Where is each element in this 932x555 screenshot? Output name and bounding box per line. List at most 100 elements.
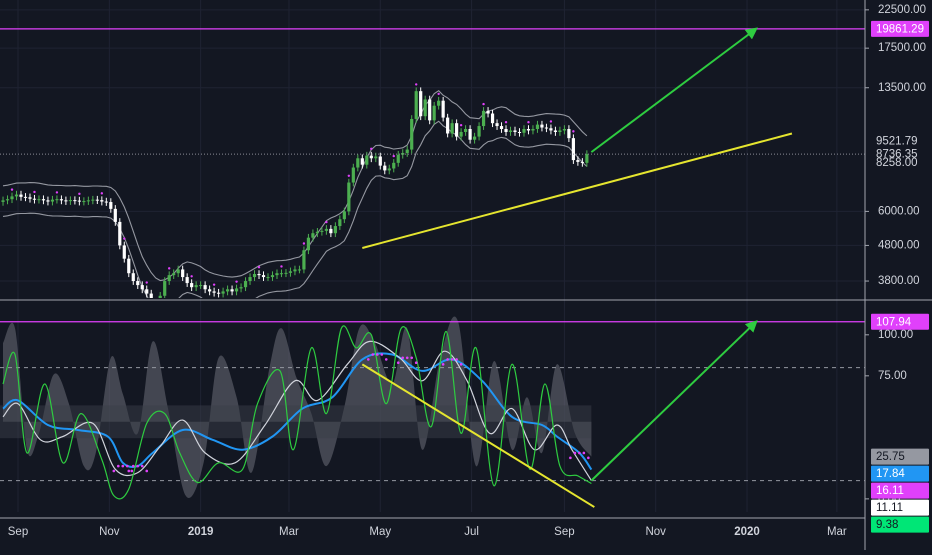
candle[interactable] <box>576 156 580 166</box>
candle[interactable] <box>167 267 171 285</box>
candle[interactable] <box>329 225 333 238</box>
candle[interactable] <box>504 121 508 136</box>
candle[interactable] <box>356 154 360 172</box>
candle[interactable] <box>405 145 409 157</box>
candle[interactable] <box>28 193 32 203</box>
candle[interactable] <box>455 119 459 141</box>
candle[interactable] <box>23 193 28 202</box>
candle[interactable] <box>216 288 221 298</box>
candle[interactable] <box>360 154 364 169</box>
candle[interactable] <box>239 283 243 293</box>
candle[interactable] <box>450 119 454 138</box>
candle[interactable] <box>477 122 481 141</box>
candle[interactable] <box>369 147 373 163</box>
candle[interactable] <box>55 191 59 204</box>
candle[interactable] <box>203 281 207 294</box>
candle[interactable] <box>333 222 337 238</box>
candle[interactable] <box>5 195 10 205</box>
candle[interactable] <box>145 281 149 298</box>
candle[interactable] <box>104 197 108 206</box>
candle[interactable] <box>306 233 311 255</box>
candle[interactable] <box>86 196 90 205</box>
candle[interactable] <box>320 227 324 236</box>
candle[interactable] <box>221 287 225 298</box>
candle[interactable] <box>32 190 37 204</box>
candle[interactable] <box>113 205 117 226</box>
candle[interactable] <box>14 190 19 201</box>
candle[interactable] <box>73 196 77 205</box>
candle[interactable] <box>365 151 369 169</box>
candle[interactable] <box>199 281 203 289</box>
candle[interactable] <box>46 196 50 206</box>
candle[interactable] <box>464 125 468 136</box>
candle[interactable] <box>459 124 463 141</box>
price-pane[interactable] <box>0 27 865 311</box>
candle[interactable] <box>562 125 567 135</box>
candle[interactable] <box>212 283 216 297</box>
candle[interactable] <box>293 265 297 276</box>
candle[interactable] <box>347 174 351 216</box>
candle[interactable] <box>225 285 230 296</box>
candle[interactable] <box>553 126 558 136</box>
candle[interactable] <box>508 126 513 136</box>
candle[interactable] <box>490 109 495 128</box>
candle[interactable] <box>275 269 279 279</box>
candle[interactable] <box>481 102 486 130</box>
candle[interactable] <box>468 125 472 144</box>
candle[interactable] <box>387 164 391 175</box>
candle[interactable] <box>472 132 477 144</box>
candle[interactable] <box>185 273 189 287</box>
candle[interactable] <box>284 269 288 278</box>
candle[interactable] <box>396 150 400 167</box>
candle[interactable] <box>64 196 68 205</box>
candle[interactable] <box>59 195 64 205</box>
candle[interactable] <box>517 128 522 137</box>
candle[interactable] <box>535 120 540 133</box>
oscillator-pane[interactable] <box>0 316 865 508</box>
candle[interactable] <box>118 218 122 250</box>
candle[interactable] <box>544 123 549 133</box>
target-arrow[interactable] <box>590 27 758 153</box>
candle[interactable] <box>288 267 293 277</box>
candle[interactable] <box>68 196 72 205</box>
candle[interactable] <box>50 195 55 206</box>
candle[interactable] <box>91 195 95 205</box>
candle[interactable] <box>351 163 355 187</box>
candle[interactable] <box>297 265 302 274</box>
candle[interactable] <box>279 265 284 278</box>
candle[interactable] <box>446 113 450 138</box>
candle[interactable] <box>100 192 104 206</box>
candle[interactable] <box>41 195 46 205</box>
candle[interactable] <box>230 285 234 296</box>
candle[interactable] <box>176 265 180 278</box>
candle[interactable] <box>37 195 41 204</box>
candle[interactable] <box>414 83 418 123</box>
candle[interactable] <box>163 277 167 299</box>
candle[interactable] <box>486 107 490 118</box>
candle[interactable] <box>158 292 162 309</box>
candle[interactable] <box>127 254 131 278</box>
candle[interactable] <box>540 120 544 132</box>
candle[interactable] <box>19 190 23 201</box>
candle[interactable] <box>432 101 436 125</box>
candle[interactable] <box>378 152 382 170</box>
candle[interactable] <box>522 125 526 137</box>
candle[interactable] <box>248 273 252 285</box>
candle[interactable] <box>252 270 257 281</box>
candle[interactable] <box>270 271 275 281</box>
candle[interactable] <box>567 125 571 143</box>
candle[interactable] <box>140 281 144 294</box>
candle[interactable] <box>499 122 504 133</box>
candle[interactable] <box>392 154 396 173</box>
candle[interactable] <box>383 161 387 175</box>
candle[interactable] <box>77 192 81 206</box>
trend-line[interactable] <box>362 132 793 249</box>
candle[interactable] <box>571 130 575 164</box>
candle[interactable] <box>257 266 261 279</box>
candle[interactable] <box>315 227 319 238</box>
candle[interactable] <box>531 125 535 135</box>
candle[interactable] <box>190 275 194 292</box>
candle[interactable] <box>82 197 86 206</box>
candle[interactable] <box>302 242 306 274</box>
